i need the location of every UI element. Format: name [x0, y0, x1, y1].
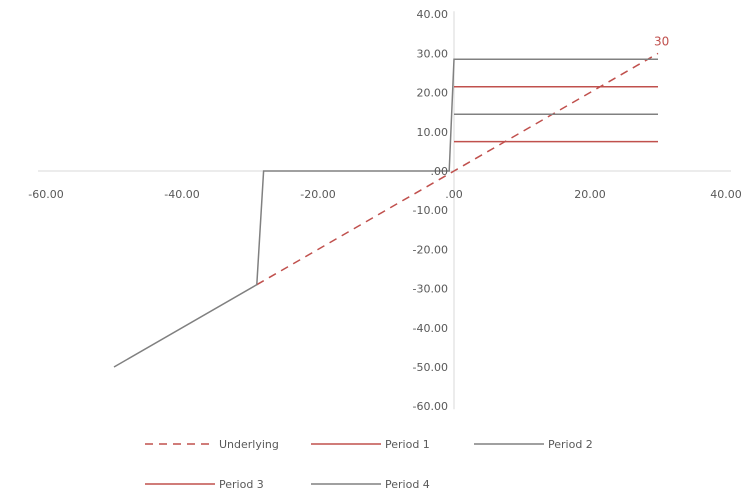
legend-item: Underlying: [145, 438, 279, 451]
y-tick-label: -10.00: [413, 204, 448, 217]
x-tick-label: -60.00: [28, 188, 63, 201]
y-tick-label: .00: [431, 165, 449, 178]
series-line-period-4: [113, 58, 658, 368]
data-label: 30: [654, 34, 669, 48]
y-tick-label: 20.00: [417, 87, 449, 100]
x-tick-label: -40.00: [164, 188, 199, 201]
legend-label: Period 3: [219, 478, 264, 491]
legend-label: Period 4: [385, 478, 430, 491]
x-tick-label: .00: [445, 188, 463, 201]
legend-item: Period 3: [145, 478, 264, 491]
y-tick-label: -50.00: [413, 361, 448, 374]
series-lines: [113, 52, 659, 368]
series-line-underlying: [256, 52, 659, 286]
data-labels: 30: [654, 34, 669, 48]
x-tick-label: 40.00: [710, 188, 742, 201]
y-tick-label: 40.00: [417, 8, 449, 21]
legend-item: Period 2: [474, 438, 593, 451]
x-tick-label: 20.00: [574, 188, 606, 201]
x-tick-label: -20.00: [300, 188, 335, 201]
legend: Underlying Period 1 Period 2 Period 3 Period…: [145, 438, 593, 491]
y-tick-label: -30.00: [413, 283, 448, 296]
y-tick-label: -40.00: [413, 322, 448, 335]
legend-label: Period 1: [385, 438, 430, 451]
y-tick-label: -60.00: [413, 400, 448, 413]
legend-item: Period 1: [311, 438, 430, 451]
tick-labels: -60.00 -40.00 -20.00.00 40.0020.0040.0030.0…: [28, 8, 741, 413]
legend-label: Period 2: [548, 438, 593, 451]
legend-label: Underlying: [219, 438, 279, 451]
y-tick-label: 10.00: [417, 126, 449, 139]
legend-item: Period 4: [311, 478, 430, 491]
y-tick-label: 30.00: [417, 47, 449, 60]
y-tick-label: -20.00: [413, 243, 448, 256]
